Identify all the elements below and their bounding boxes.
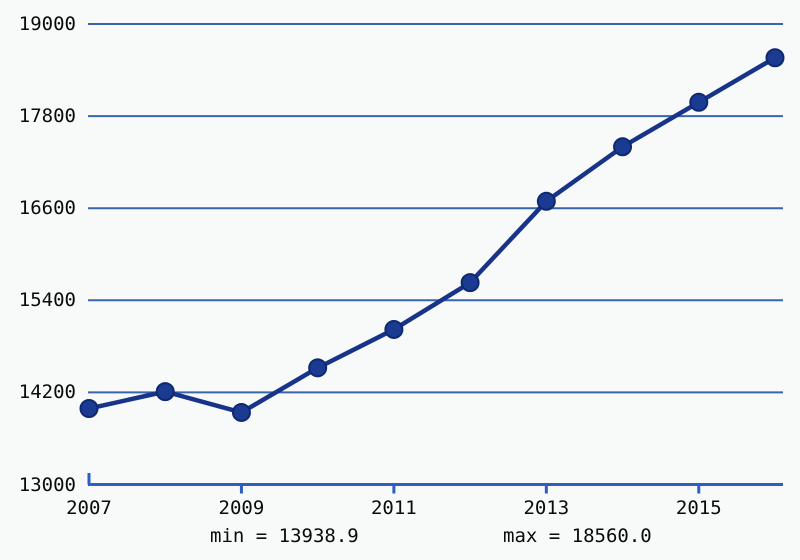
data-line [86, 55, 778, 415]
x-tick-label: 2013 [523, 497, 570, 519]
y-tick-label: 14200 [18, 381, 76, 404]
max-annotation: max = 18560.0 [503, 525, 652, 547]
data-point-2008 [155, 382, 175, 402]
min-annotation: min = 13938.9 [210, 525, 359, 547]
data-point-2011 [384, 319, 404, 339]
data-point-2015 [689, 92, 709, 112]
x-tick-label: 2015 [675, 497, 722, 519]
data-point-2010 [308, 358, 328, 378]
y-tick-label: 19000 [18, 13, 76, 35]
y-tick-label: 13000 [18, 473, 76, 496]
y-tick-label: 17800 [18, 105, 76, 128]
data-point-2009 [231, 402, 251, 422]
data-point-2016 [765, 48, 785, 68]
y-tick-label: 15400 [18, 289, 76, 312]
x-tick-label: 2009 [218, 497, 265, 519]
data-point-2012 [460, 273, 480, 293]
data-point-2007 [79, 399, 99, 419]
data-point-2014 [613, 137, 633, 157]
x-tick-label: 2011 [370, 497, 417, 519]
x-tick-label: 2007 [66, 497, 112, 519]
data-point-2013 [536, 191, 556, 211]
y-tick-label: 16600 [18, 197, 76, 220]
